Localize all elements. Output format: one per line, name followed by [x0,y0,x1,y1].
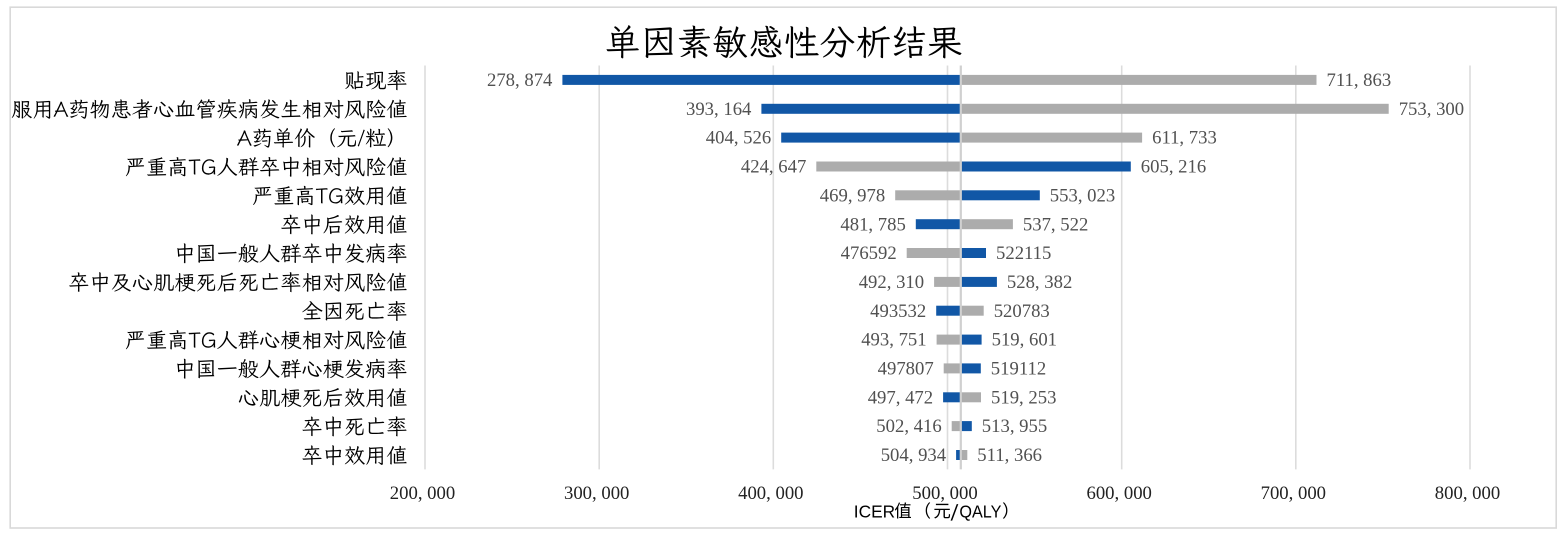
svg-text:553, 023: 553, 023 [1050,185,1115,206]
svg-text:278, 874: 278, 874 [487,70,553,91]
svg-text:476592: 476592 [841,243,897,264]
svg-text:300, 000: 300, 000 [564,483,629,504]
svg-text:502, 416: 502, 416 [876,416,941,437]
svg-text:497, 472: 497, 472 [868,387,933,408]
svg-text:600, 000: 600, 000 [1086,483,1151,504]
svg-text:200, 000: 200, 000 [390,483,455,504]
svg-text:ICER: ICER [854,501,895,521]
svg-text:528, 382: 528, 382 [1007,272,1072,293]
svg-text:497807: 497807 [878,359,934,380]
svg-text:QALY: QALY [959,501,1001,521]
svg-text:513, 955: 513, 955 [982,416,1047,437]
svg-text:519, 253: 519, 253 [991,387,1056,408]
svg-text:469, 978: 469, 978 [820,185,885,206]
svg-text:611, 733: 611, 733 [1152,128,1217,149]
svg-text:711, 863: 711, 863 [1327,70,1392,91]
svg-text:493532: 493532 [870,301,926,322]
svg-text:504, 934: 504, 934 [881,445,947,466]
svg-text:753, 300: 753, 300 [1399,99,1464,120]
svg-text:519112: 519112 [991,359,1046,380]
svg-text:519, 601: 519, 601 [992,330,1057,351]
svg-text:537, 522: 537, 522 [1023,214,1088,235]
svg-text:493, 751: 493, 751 [861,330,926,351]
svg-text:393, 164: 393, 164 [686,99,752,120]
svg-text:522115: 522115 [996,243,1051,264]
svg-text:520783: 520783 [994,301,1050,322]
svg-text:511, 366: 511, 366 [977,445,1042,466]
svg-text:400, 000: 400, 000 [738,483,803,504]
svg-text:424, 647: 424, 647 [741,157,806,178]
svg-text:500, 000: 500, 000 [912,483,977,504]
svg-text:492, 310: 492, 310 [859,272,924,293]
svg-text:700, 000: 700, 000 [1261,483,1326,504]
svg-text:605, 216: 605, 216 [1141,157,1206,178]
svg-text:404, 526: 404, 526 [706,128,771,149]
svg-text:800, 000: 800, 000 [1435,483,1500,504]
svg-text:481, 785: 481, 785 [840,214,905,235]
